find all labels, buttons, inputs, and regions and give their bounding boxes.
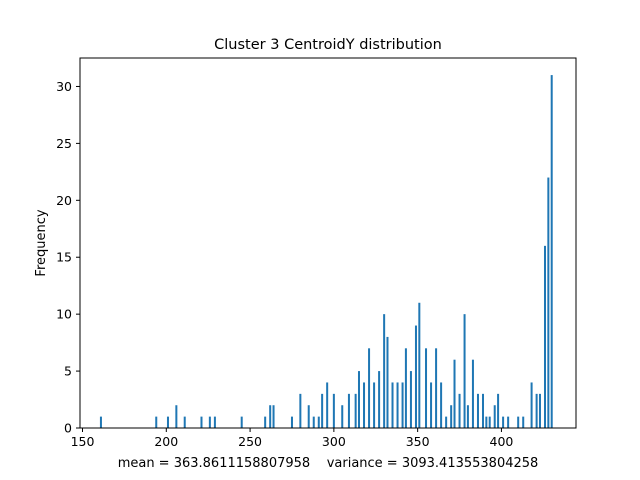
histogram-bar [401, 382, 404, 428]
histogram-bar [386, 336, 389, 428]
plot-frame [79, 57, 577, 429]
histogram-bar [391, 382, 394, 428]
histogram-bar [471, 359, 474, 428]
x-tick-label: 400 [490, 434, 514, 449]
histogram-bar [502, 416, 505, 428]
histogram-bar [476, 393, 479, 428]
y-tick-label: 20 [56, 193, 72, 208]
histogram-bar [493, 405, 496, 428]
histogram-bar [208, 416, 211, 428]
y-axis-ticks: 0 5 10 15 20 25 30 [56, 79, 80, 436]
histogram-bar [450, 405, 453, 428]
x-tick-label: 300 [322, 434, 346, 449]
histogram-bar [166, 416, 169, 428]
y-tick-label: 30 [56, 79, 72, 94]
histogram-bar [535, 393, 538, 428]
histogram-bar [347, 393, 350, 428]
bars-group [99, 75, 553, 428]
histogram-bar [299, 393, 302, 428]
histogram-bar [312, 416, 315, 428]
histogram-bar [368, 348, 371, 428]
histogram-bar [550, 75, 553, 428]
histogram-bar [453, 359, 456, 428]
histogram-bar [99, 416, 102, 428]
histogram-bar [183, 416, 186, 428]
histogram-bar [463, 314, 466, 428]
histogram-bar [200, 416, 203, 428]
histogram-bar [321, 393, 324, 428]
histogram-bar [404, 348, 407, 428]
histogram-bar [538, 393, 541, 428]
histogram-bar [517, 416, 520, 428]
y-axis-label: Frequency [34, 209, 49, 276]
x-axis-label: mean = 363.8611158807958 variance = 3093… [118, 456, 539, 471]
histogram-bar [481, 393, 484, 428]
y-tick-label: 10 [56, 307, 72, 322]
histogram-bar [264, 416, 267, 428]
histogram-bar [488, 416, 491, 428]
histogram-bar [547, 177, 550, 428]
histogram-bar [317, 416, 320, 428]
histogram-bar [240, 416, 243, 428]
x-tick-label: 200 [154, 434, 178, 449]
histogram-bar [497, 393, 500, 428]
histogram-bar [543, 245, 546, 428]
histogram-bar [418, 302, 421, 428]
histogram-bar [155, 416, 158, 428]
histogram-bar [530, 382, 533, 428]
histogram-bar [507, 416, 510, 428]
histogram-bar [430, 382, 433, 428]
histogram-bar [341, 405, 344, 428]
histogram-bar [290, 416, 293, 428]
histogram-bar [440, 382, 443, 428]
chart-title: Cluster 3 CentroidY distribution [214, 37, 442, 53]
histogram-bar [373, 382, 376, 428]
histogram-bar [435, 348, 438, 428]
histogram-bar [485, 416, 488, 428]
histogram-bar [269, 405, 272, 428]
histogram-bar [396, 382, 399, 428]
y-tick-label: 15 [56, 250, 72, 265]
histogram-bar [326, 382, 329, 428]
x-tick-label: 250 [238, 434, 262, 449]
histogram-bar [307, 405, 310, 428]
histogram-bar [354, 393, 357, 428]
histogram-bar [332, 393, 335, 428]
x-tick-label: 150 [71, 434, 95, 449]
y-tick-label: 0 [64, 421, 72, 436]
y-tick-label: 5 [64, 364, 72, 379]
histogram-bar [378, 371, 381, 428]
x-tick-label: 350 [406, 434, 430, 449]
histogram-bar [357, 371, 360, 428]
histogram-bar [383, 314, 386, 428]
histogram-bar [425, 348, 428, 428]
histogram-bar [272, 405, 275, 428]
histogram-bar [409, 371, 412, 428]
histogram-bar [522, 416, 525, 428]
histogram-bar [414, 325, 417, 428]
histogram-bar [175, 405, 178, 428]
y-tick-label: 25 [56, 136, 72, 151]
histogram-bar [458, 393, 461, 428]
histogram-bar [363, 382, 366, 428]
histogram-bar [213, 416, 216, 428]
histogram-bar [445, 416, 448, 428]
histogram-bar [466, 405, 469, 428]
x-axis-ticks: 150 200 250 300 350 400 [71, 428, 514, 449]
